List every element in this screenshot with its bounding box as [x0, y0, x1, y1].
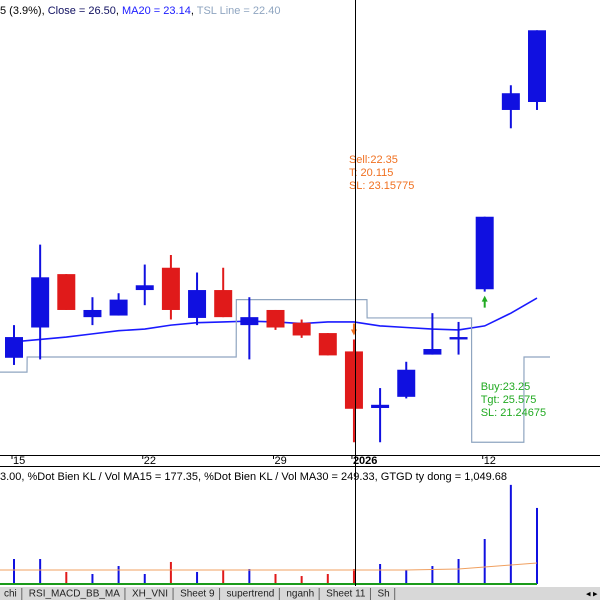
candle-body — [214, 290, 233, 318]
header-part: MA20 = 23.14 — [122, 5, 191, 17]
candle-body — [83, 309, 102, 318]
sheet-tab[interactable]: XH_VNI — [132, 589, 168, 600]
tab-scroll-right[interactable]: ▸ — [593, 588, 598, 598]
candle-body — [501, 93, 520, 110]
header-part: 5 (3.9%) — [0, 5, 42, 17]
buy-annotation: Buy:23.25 — [481, 381, 531, 393]
candle-body — [57, 274, 76, 310]
x-tick-label: 15 — [13, 455, 25, 467]
sheet-tab[interactable]: supertrend — [227, 589, 275, 600]
sheet-tab[interactable]: Sheet 11 — [326, 589, 366, 600]
header-part: TSL Line = 22.40 — [197, 5, 281, 17]
sheet-tab[interactable]: Sh — [377, 589, 389, 600]
candle-body — [266, 309, 285, 328]
volume-header: 3.00, %Dot Bien KL / Vol MA15 = 177.35, … — [0, 471, 507, 483]
sheet-tab[interactable]: chi — [4, 589, 17, 600]
candle-body — [397, 369, 416, 397]
buy-annotation: SL: 21.24675 — [481, 407, 546, 419]
candle-body — [449, 337, 468, 340]
candle-body — [318, 333, 337, 356]
tsl-line — [0, 299, 550, 443]
buy-arrow — [481, 295, 488, 308]
sheet-tab[interactable]: nganh — [286, 589, 314, 600]
tab-bar — [0, 587, 600, 600]
candle-body — [344, 351, 363, 409]
candle-body — [371, 404, 390, 408]
candle-body — [240, 317, 259, 326]
x-tick-label: 12 — [484, 455, 496, 467]
tab-scroll-left[interactable]: ◂ — [586, 588, 591, 598]
sheet-tab[interactable]: RSI_MACD_BB_MA — [29, 589, 120, 600]
x-tick-label: 22 — [144, 455, 156, 467]
candle-body — [109, 299, 128, 316]
candle-body — [161, 267, 180, 310]
candle-body — [528, 30, 546, 102]
candle-body — [292, 322, 311, 336]
candle-body — [475, 216, 494, 290]
volume-line — [0, 562, 538, 571]
sell-annotation: Sell:22.35 — [349, 154, 398, 166]
header-part: Close = 26.50 — [48, 5, 116, 17]
header-part: 3.00, %Dot Bien KL / Vol MA15 = 177.35, … — [0, 471, 507, 483]
x-tick-label: 2026 — [353, 455, 377, 467]
x-tick-label: 29 — [275, 455, 287, 467]
candle-body — [5, 337, 23, 358]
candle-body — [31, 277, 50, 328]
buy-annotation: Tgt: 25.575 — [481, 394, 537, 406]
price-header: 5 (3.9%), Close = 26.50, MA20 = 23.14, T… — [0, 5, 280, 17]
candle-body — [423, 349, 442, 355]
sell-annotation: T: 20.115 — [349, 167, 393, 179]
sheet-tab[interactable]: Sheet 9 — [180, 589, 215, 600]
sell-annotation: SL: 23.15775 — [349, 180, 414, 192]
candle-body — [188, 290, 207, 318]
candle-body — [135, 285, 154, 291]
